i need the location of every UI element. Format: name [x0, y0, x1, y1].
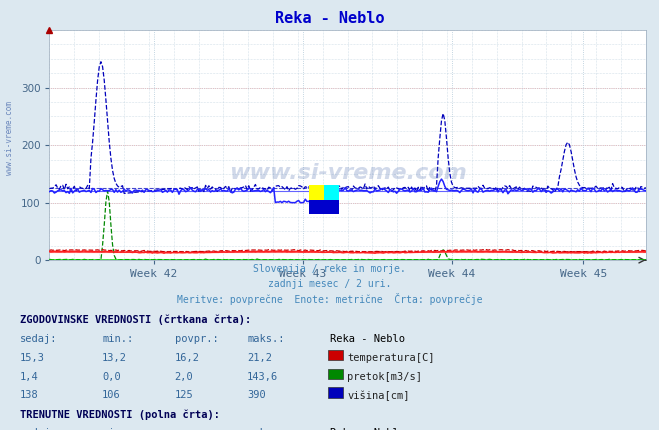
Text: zadnji mesec / 2 uri.: zadnji mesec / 2 uri.: [268, 279, 391, 289]
Text: povpr.:: povpr.:: [175, 334, 218, 344]
Text: 15,3: 15,3: [20, 353, 45, 362]
Text: min.:: min.:: [102, 428, 133, 430]
Text: Slovenija / reke in morje.: Slovenija / reke in morje.: [253, 264, 406, 274]
Text: 390: 390: [247, 390, 266, 400]
Text: 143,6: 143,6: [247, 372, 278, 381]
Text: min.:: min.:: [102, 334, 133, 344]
Text: sedaj:: sedaj:: [20, 334, 57, 344]
Text: temperatura[C]: temperatura[C]: [347, 353, 435, 362]
Text: www.si-vreme.com: www.si-vreme.com: [5, 101, 14, 175]
Text: 0,0: 0,0: [102, 372, 121, 381]
Text: 2,0: 2,0: [175, 372, 193, 381]
Text: TRENUTNE VREDNOSTI (polna črta):: TRENUTNE VREDNOSTI (polna črta):: [20, 409, 219, 420]
Text: 125: 125: [175, 390, 193, 400]
Text: 13,2: 13,2: [102, 353, 127, 362]
Text: Reka - Neblo: Reka - Neblo: [275, 11, 384, 26]
Text: pretok[m3/s]: pretok[m3/s]: [347, 372, 422, 381]
Text: www.si-vreme.com: www.si-vreme.com: [229, 163, 467, 183]
Text: 16,2: 16,2: [175, 353, 200, 362]
Bar: [324, 185, 339, 200]
Text: 106: 106: [102, 390, 121, 400]
Text: maks.:: maks.:: [247, 334, 285, 344]
Bar: [309, 185, 324, 200]
Text: 138: 138: [20, 390, 38, 400]
Text: višina[cm]: višina[cm]: [347, 390, 410, 401]
Text: Reka - Neblo: Reka - Neblo: [330, 334, 405, 344]
Text: Meritve: povprečne  Enote: metrične  Črta: povprečje: Meritve: povprečne Enote: metrične Črta:…: [177, 293, 482, 305]
Bar: [309, 200, 339, 214]
Text: maks.:: maks.:: [247, 428, 285, 430]
Text: Reka - Neblo: Reka - Neblo: [330, 428, 405, 430]
Text: ZGODOVINSKE VREDNOSTI (črtkana črta):: ZGODOVINSKE VREDNOSTI (črtkana črta):: [20, 315, 251, 325]
Text: 21,2: 21,2: [247, 353, 272, 362]
Text: povpr.:: povpr.:: [175, 428, 218, 430]
Text: 1,4: 1,4: [20, 372, 38, 381]
Text: sedaj:: sedaj:: [20, 428, 57, 430]
